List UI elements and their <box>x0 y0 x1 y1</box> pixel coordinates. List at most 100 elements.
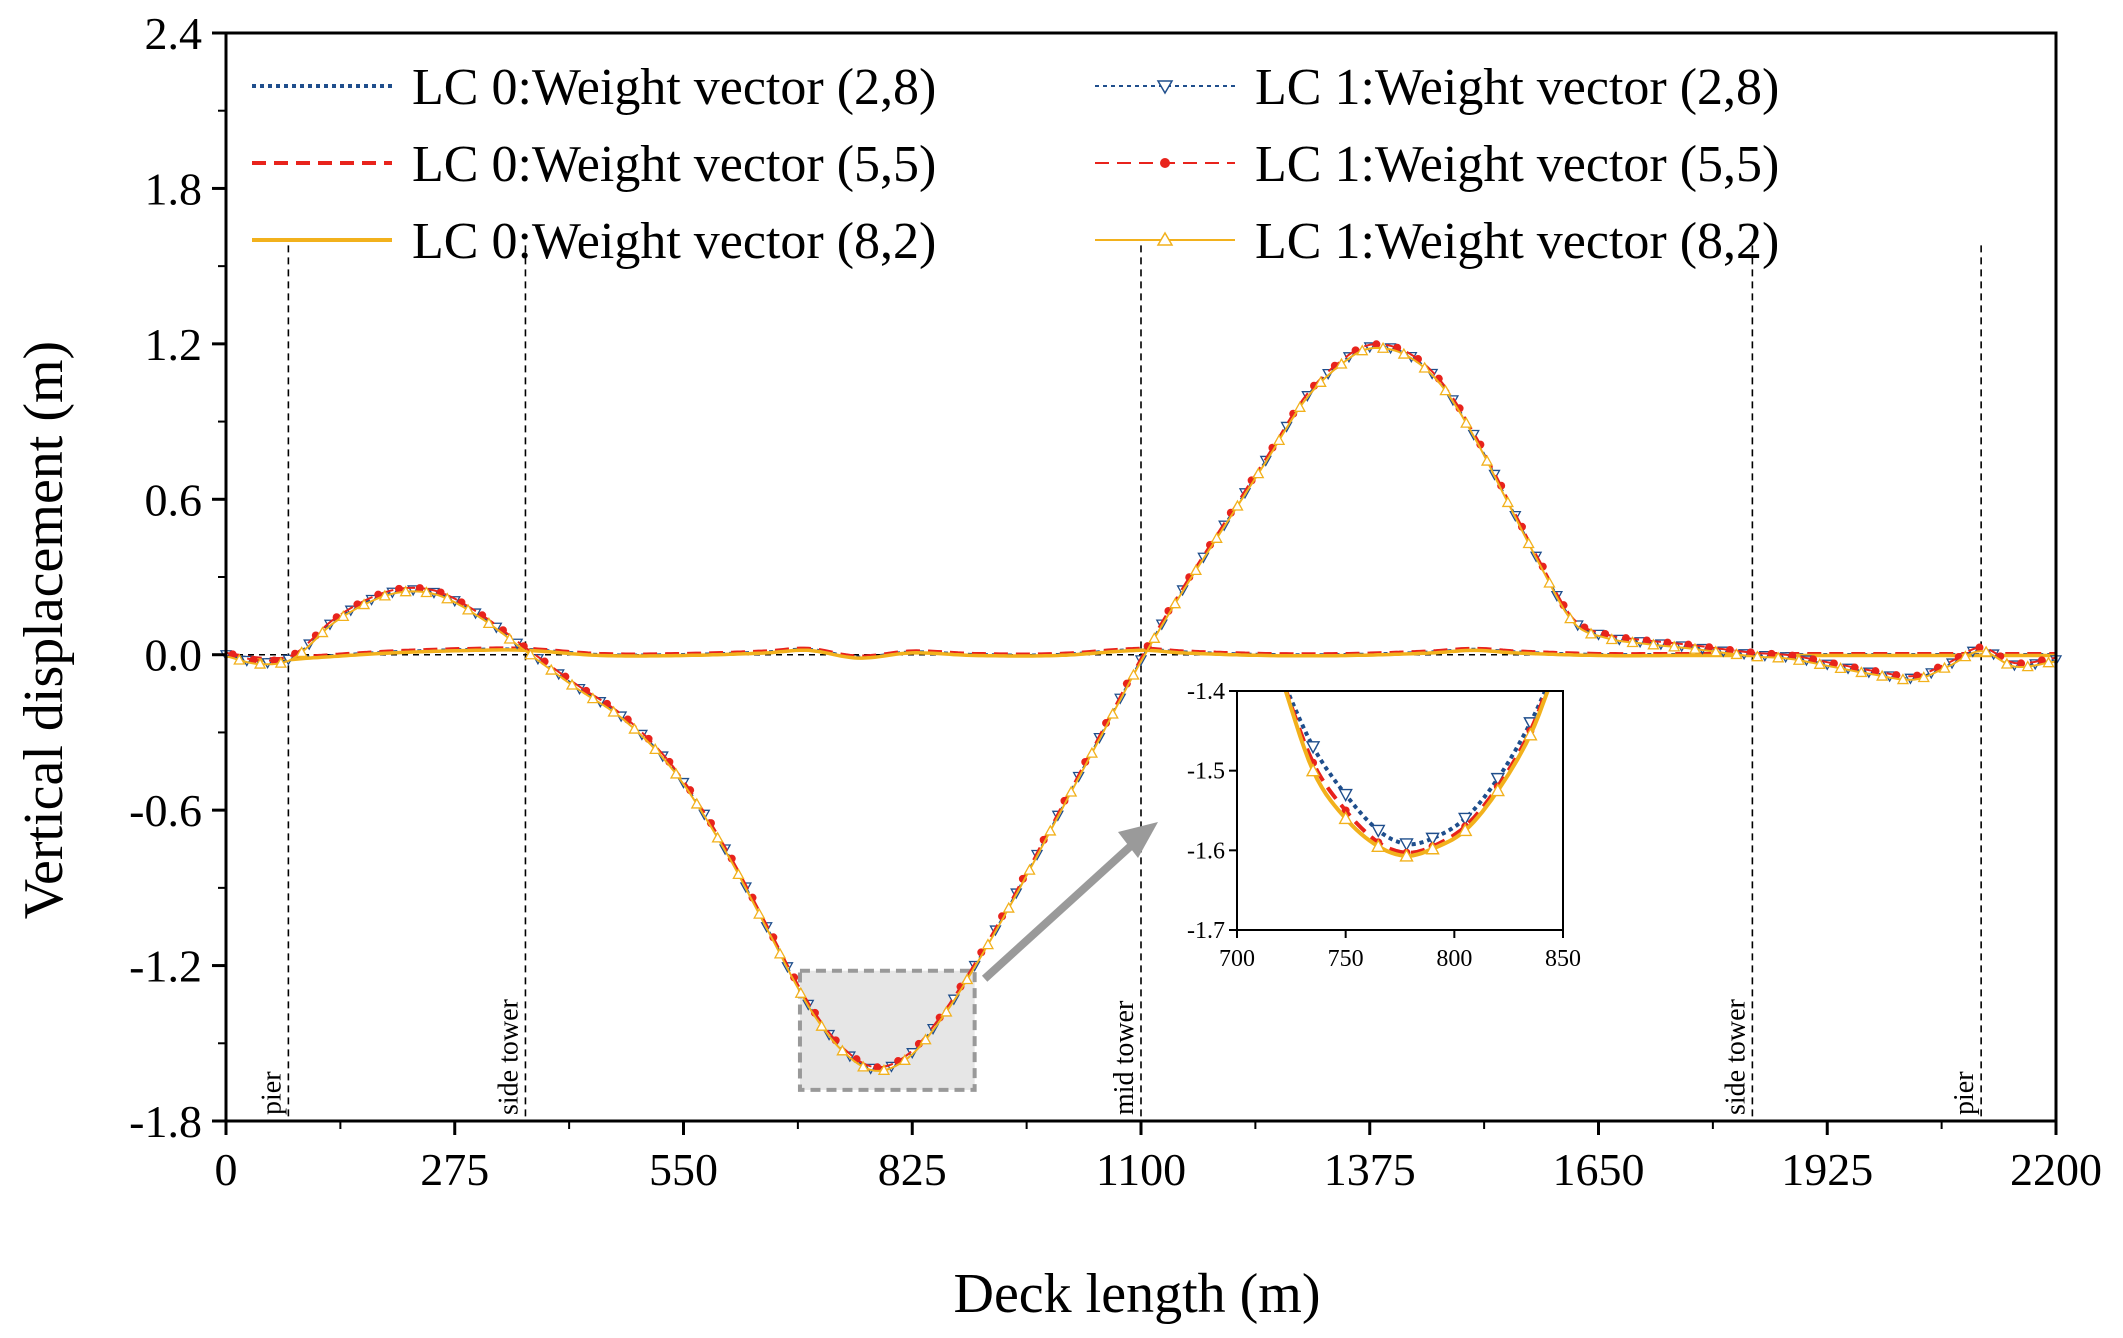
series-marker <box>1460 416 1473 428</box>
series-marker <box>1850 663 1859 672</box>
inset-marker <box>1548 671 1556 679</box>
inset-marker <box>1458 812 1473 826</box>
legend-label-1: LC 0:Weight vector (5,5) <box>412 136 936 193</box>
series-marker <box>1314 375 1327 387</box>
inset-series-3 <box>1286 691 1547 846</box>
inset-marker <box>1371 824 1386 838</box>
reference-line-label-4: pier <box>1949 1071 1980 1115</box>
series-marker <box>1647 638 1660 650</box>
zoom-arrow-head <box>1118 822 1158 858</box>
series-marker <box>586 692 599 704</box>
series-marker <box>395 584 404 593</box>
series-marker <box>1668 640 1681 652</box>
series-marker <box>1480 454 1494 466</box>
inset-marker <box>1546 673 1558 684</box>
series-marker <box>1792 653 1806 665</box>
series-marker <box>378 589 391 601</box>
series-marker <box>1730 648 1743 660</box>
series-marker <box>503 632 516 644</box>
legend-label-4: LC 1:Weight vector (5,5) <box>1255 136 1779 193</box>
series-marker <box>857 1060 870 1072</box>
y-tick-label: 1.2 <box>145 319 203 370</box>
series-marker <box>1376 341 1390 353</box>
series-marker <box>794 986 807 998</box>
inset-curves <box>1276 671 1558 862</box>
series-marker <box>1168 597 1182 609</box>
inset-marker <box>1399 838 1414 852</box>
series-marker <box>1002 901 1015 913</box>
series-marker <box>1189 564 1203 576</box>
series-marker <box>2017 659 2026 668</box>
series-marker <box>1085 746 1099 758</box>
series-marker <box>1252 467 1265 479</box>
series-marker <box>1210 531 1223 543</box>
series-marker <box>1621 634 1630 643</box>
series-marker <box>1938 661 1951 673</box>
series-marker <box>1065 785 1078 797</box>
inset-series-4 <box>1285 691 1548 854</box>
series-marker <box>1917 671 1930 683</box>
series-marker <box>961 973 974 985</box>
x-axis-label: Deck length (m) <box>954 1263 1321 1325</box>
series-marker <box>898 1053 911 1065</box>
main-axes: 0 275 550 825 1100 1375 1650 1925 2200 -1.8 -1.2 -0… <box>129 8 2102 1195</box>
series-marker <box>461 603 475 615</box>
series-markers-5 <box>233 341 2055 1075</box>
series-marker <box>1813 657 1826 669</box>
series-marker <box>732 868 745 880</box>
x-tick-label: 825 <box>878 1144 947 1195</box>
series-marker <box>1725 645 1734 654</box>
series-marker <box>441 592 454 604</box>
series-marker <box>1975 643 1984 652</box>
series-marker <box>711 831 724 843</box>
series-marker <box>669 767 683 779</box>
series-marker <box>690 797 703 809</box>
series-marker <box>233 653 246 665</box>
series-marker <box>254 657 267 669</box>
legend-label-5: LC 1:Weight vector (8,2) <box>1255 213 1779 270</box>
series-marker <box>482 617 495 629</box>
inset-marker <box>1276 671 1284 679</box>
series-marker <box>1372 340 1381 349</box>
inset-y-tick-label: -1.5 <box>1187 759 1225 785</box>
y-tick-label: 0.6 <box>145 474 203 525</box>
series-marker <box>1626 636 1639 648</box>
y-tick-label: -1.2 <box>129 941 202 992</box>
series-marker <box>1788 651 1797 660</box>
series-marker <box>1746 648 1755 657</box>
x-tick-label: 275 <box>420 1144 489 1195</box>
series-marker <box>274 656 288 668</box>
inset-marker <box>1338 811 1353 825</box>
series-marker <box>607 705 620 717</box>
x-tick-label: 1650 <box>1553 1144 1645 1195</box>
series-group <box>219 340 2063 1075</box>
series-marker <box>270 656 279 665</box>
inset-marker <box>1425 841 1440 855</box>
series-marker <box>1705 643 1714 652</box>
inset-marker <box>1458 822 1473 837</box>
series-marker <box>1106 707 1119 719</box>
legend-label-0: LC 0:Weight vector (2,8) <box>412 59 936 116</box>
inset-background <box>1237 691 1563 930</box>
legend-label-3: LC 1:Weight vector (2,8) <box>1255 59 1779 116</box>
series-marker <box>1876 669 1889 681</box>
series-marker <box>877 1063 891 1075</box>
legend-label-2: LC 0:Weight vector (8,2) <box>412 213 936 270</box>
series-marker <box>2021 660 2034 672</box>
series-marker <box>628 722 641 734</box>
inset-x-tick-label: 800 <box>1436 946 1472 972</box>
series-marker <box>649 743 662 755</box>
series-markers-4 <box>228 340 2046 1072</box>
series-marker <box>1751 650 1764 662</box>
series-marker <box>1564 612 1577 624</box>
inset-y-tick-label: -1.6 <box>1187 838 1225 864</box>
inset-frame <box>1236 690 1564 931</box>
series-marker <box>1231 499 1244 511</box>
inset-marker <box>1523 727 1538 741</box>
reference-line-label-1: side tower <box>493 998 524 1115</box>
inset-y-tick-label: -1.7 <box>1187 918 1225 944</box>
series-marker <box>357 598 371 610</box>
y-tick-label: -0.6 <box>129 785 202 836</box>
series-marker <box>836 1044 849 1056</box>
series-marker <box>337 610 350 622</box>
